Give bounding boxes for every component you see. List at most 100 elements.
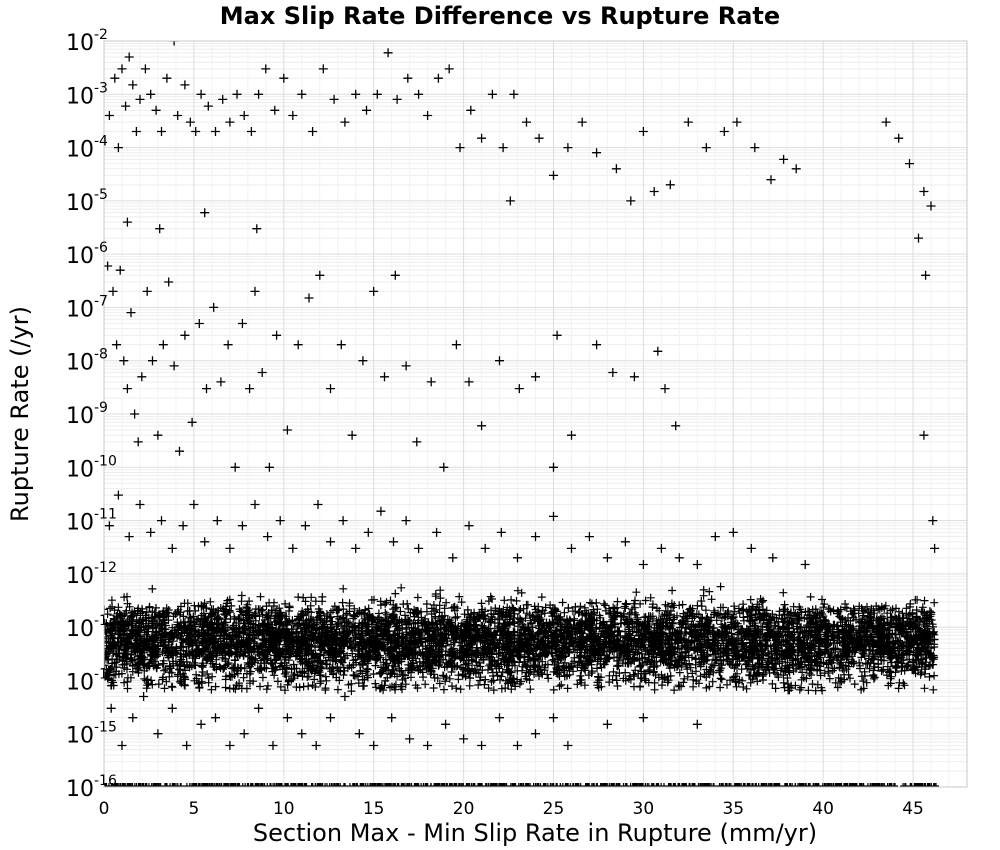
data-point	[372, 89, 382, 99]
data-point	[347, 430, 357, 440]
data-point	[926, 201, 936, 211]
data-point	[196, 89, 206, 99]
data-point	[390, 270, 400, 280]
data-point	[216, 377, 226, 387]
data-points	[104, 41, 940, 750]
data-point	[719, 127, 729, 136]
data-point	[194, 319, 204, 328]
data-point	[894, 133, 904, 143]
data-point	[326, 713, 335, 723]
data-point	[426, 377, 436, 387]
data-point	[592, 340, 602, 350]
y-tick-label: 10-13	[66, 613, 117, 642]
data-point	[254, 89, 264, 99]
data-point	[766, 175, 776, 185]
data-point	[768, 553, 778, 563]
data-point	[153, 430, 163, 440]
data-point	[288, 543, 298, 553]
data-point	[140, 64, 150, 74]
data-point	[351, 89, 361, 99]
data-point	[592, 148, 602, 158]
data-point	[191, 127, 201, 136]
data-point	[401, 361, 411, 371]
data-point	[128, 80, 138, 90]
y-tick-label: 10-3	[66, 80, 108, 109]
data-point	[567, 543, 576, 553]
data-point	[376, 506, 386, 516]
data-point	[480, 543, 490, 553]
y-tick-label: 10-12	[66, 560, 117, 589]
data-point	[146, 89, 156, 99]
data-point	[496, 527, 506, 537]
data-point	[930, 543, 940, 553]
data-point	[122, 384, 132, 394]
data-point	[584, 532, 594, 542]
data-point	[326, 384, 335, 394]
data-point	[513, 553, 522, 563]
data-point	[189, 500, 199, 509]
data-point	[914, 233, 923, 243]
data-point	[250, 500, 260, 509]
data-point	[671, 421, 681, 431]
data-point	[423, 111, 433, 120]
data-point	[225, 117, 235, 127]
data-point	[495, 713, 504, 723]
data-point	[656, 543, 666, 553]
plot-frame	[103, 40, 968, 788]
data-point	[531, 372, 540, 382]
data-point	[162, 73, 172, 83]
data-point	[477, 741, 487, 750]
data-point	[534, 133, 544, 143]
data-point	[329, 94, 339, 104]
data-point	[732, 117, 742, 127]
data-point	[106, 703, 116, 713]
data-point	[182, 741, 192, 750]
x-tick-label: 10	[273, 799, 295, 819]
data-point	[531, 532, 540, 542]
data-point	[225, 543, 235, 553]
data-point	[505, 196, 515, 206]
data-point	[392, 94, 402, 104]
data-point	[318, 64, 328, 74]
data-point	[549, 713, 558, 723]
data-point	[800, 560, 810, 569]
data-point	[124, 52, 134, 62]
data-point	[514, 384, 524, 394]
data-point	[412, 437, 422, 447]
data-point	[455, 143, 465, 153]
data-point	[649, 187, 659, 196]
data-point	[300, 521, 310, 531]
data-point	[133, 437, 143, 447]
data-point	[108, 286, 118, 296]
data-point	[209, 302, 219, 312]
data-point	[203, 101, 213, 111]
data-point	[387, 713, 397, 723]
data-point	[135, 500, 145, 509]
x-axis-ticks: 0 5 10 15 20 25 30 35 40 45	[99, 799, 924, 819]
x-tick-label: 25	[543, 799, 565, 819]
y-tick-label: 10-2	[66, 27, 108, 56]
data-point	[414, 89, 424, 99]
data-point	[200, 208, 210, 218]
x-tick-label: 15	[363, 799, 385, 819]
data-point	[746, 543, 756, 553]
data-point	[196, 719, 206, 729]
data-point	[308, 127, 318, 136]
data-point	[218, 94, 228, 104]
data-point	[423, 741, 433, 750]
data-point	[173, 111, 183, 120]
dense-band-markers	[104, 582, 939, 787]
data-point	[928, 516, 938, 526]
data-point	[239, 729, 249, 739]
data-point	[153, 729, 163, 739]
data-point	[563, 741, 573, 750]
data-point	[275, 516, 285, 526]
y-tick-label: 10-14	[66, 666, 117, 695]
x-tick-label: 40	[812, 799, 834, 819]
data-point	[432, 527, 442, 537]
data-point	[513, 741, 522, 750]
data-point	[354, 729, 364, 739]
data-point	[710, 532, 720, 542]
x-axis-label: Section Max - Min Slip Rate in Rupture (…	[253, 819, 817, 847]
